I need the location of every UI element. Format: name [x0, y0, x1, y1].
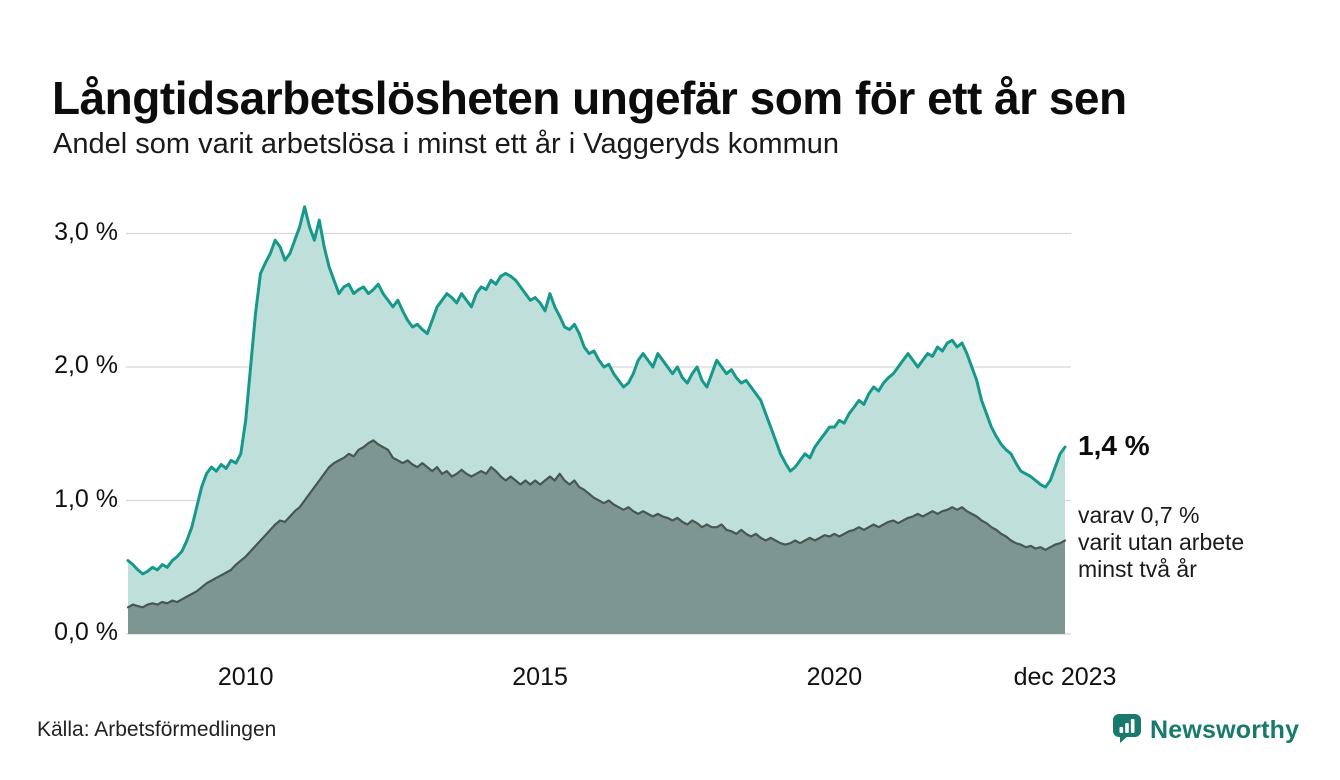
chart-subtitle: Andel som varit arbetslösa i minst ett å…: [53, 128, 840, 160]
x-tick-label: dec 2023: [1013, 663, 1117, 691]
series-two-years-line: [126, 439, 1067, 609]
series-two-years-area: [128, 440, 1065, 634]
y-tick-label: 2,0 %: [54, 351, 118, 379]
y-tick-label: 0,0 %: [54, 618, 118, 646]
source-attribution: Källa: Arbetsförmedlingen: [37, 718, 277, 741]
y-tick-label: 1,0 %: [54, 484, 118, 513]
page-title: Långtidsarbetslösheten ungefär som för e…: [52, 71, 1127, 124]
x-tick-label: 2020: [806, 663, 863, 691]
newsworthy-wordmark: Newsworthy: [1150, 716, 1300, 744]
newsworthy-logo: Newsworthy: [1112, 712, 1299, 749]
x-tick-label: 2015: [512, 663, 568, 691]
annotation-detail: varav 0,7 % varit utan arbete minst två …: [1078, 502, 1245, 583]
y-tick-label: 3,0 %: [54, 217, 118, 246]
latest-value-label: 1,4 %: [1078, 430, 1150, 461]
x-tick-label: 2010: [217, 663, 274, 691]
newsworthy-logo-icon: [1112, 712, 1142, 749]
series-one-year-line: [126, 205, 1067, 576]
